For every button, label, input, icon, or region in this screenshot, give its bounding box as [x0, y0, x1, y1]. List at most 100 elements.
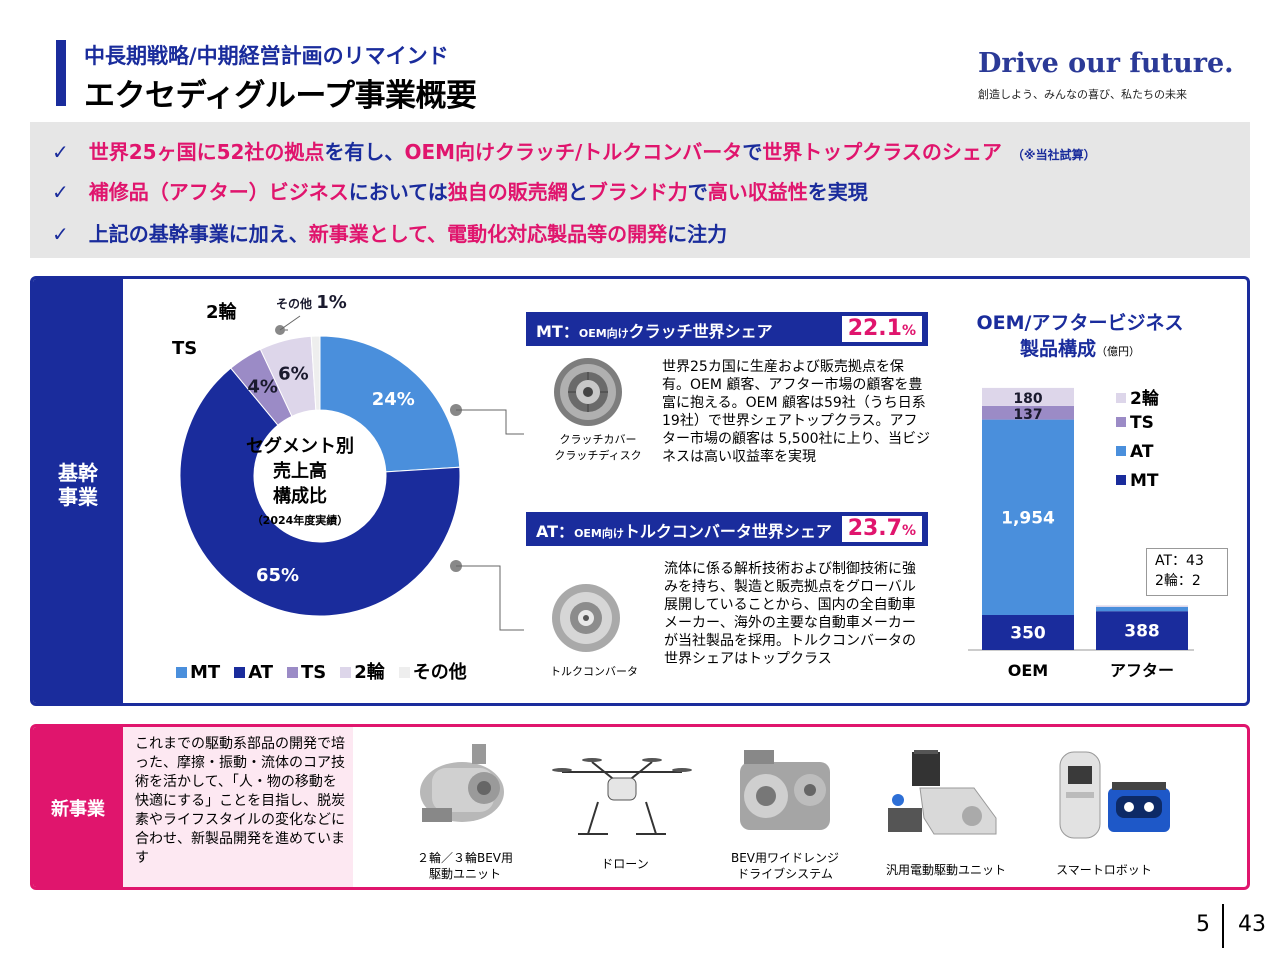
highlight-segment: 世界25ヶ国に52社の拠点	[88, 140, 325, 164]
mt-banner-label: MT：OEM向けクラッチ世界シェア	[536, 318, 773, 342]
donut-legend-item: TS	[287, 662, 326, 683]
legend-label: 2輪	[1130, 389, 1159, 409]
highlight-segment: 補修品（アフター）ビジネス	[88, 180, 349, 204]
check-icon: ✓	[52, 140, 69, 164]
highlight-text-1: 世界25ヶ国に52社の拠点を有し、OEM向けクラッチ/トルクコンバータで世界トッ…	[89, 140, 1002, 164]
bar-segment-AT	[1096, 606, 1188, 612]
page-total: 43	[1238, 912, 1266, 937]
highlight-segment: 高い収益性	[707, 180, 808, 204]
smart-robot-image	[1059, 751, 1170, 839]
page-divider	[1222, 904, 1224, 948]
torque-converter-caption: トルクコンバータ	[550, 665, 638, 678]
page-subtitle: 中長期戦略/中期経営計画のリマインド	[84, 44, 449, 68]
newbiz-item-3-line2: ドライブシステム	[737, 867, 833, 881]
bar-value-label: 388	[1124, 622, 1160, 642]
highlights-box: ✓ 世界25ヶ国に52社の拠点を有し、OEM向けクラッチ/トルクコンバータで世界ト…	[30, 122, 1250, 258]
title-accent-bar	[56, 40, 66, 106]
legend-label: MT	[1130, 471, 1159, 491]
at-banner-prefix: AT：	[536, 522, 575, 541]
legend-label: MT	[190, 662, 221, 683]
bar-legend-item: MT	[1116, 471, 1159, 491]
highlight-segment: 上記の基幹事業に加え、	[88, 222, 309, 246]
bar-segment-2輪	[1096, 605, 1188, 607]
mt-banner-main: クラッチ世界シェア	[628, 322, 773, 341]
check-icon: ✓	[52, 180, 69, 204]
mt-banner-prefix: MT：	[536, 322, 579, 341]
donut-label-3: 6%	[278, 363, 309, 384]
legend-swatch	[176, 667, 187, 678]
outer-label-other: その他 1%	[276, 292, 347, 313]
donut-label-0: 24%	[372, 389, 415, 410]
bar-value-label: 180	[1013, 391, 1042, 407]
donut-slice-0	[319, 335, 461, 473]
at-share-value: 23.7%	[841, 516, 922, 542]
legend-swatch	[287, 667, 299, 678]
highlight-line-1: ✓ 世界25ヶ国に52社の拠点を有し、OEM向けクラッチ/トルクコンバータで世界ト…	[52, 136, 1096, 165]
newbiz-label: 新事業	[51, 799, 105, 820]
newbiz-item-3-caption: BEV用ワイドレンジ ドライブシステム	[720, 850, 850, 882]
donut-leader-lines	[275, 315, 524, 631]
highlight-text-3: 上記の基幹事業に加え、新事業として、電動化対応製品等の開発に注力	[89, 222, 727, 246]
highlight-line-3: ✓ 上記の基幹事業に加え、新事業として、電動化対応製品等の開発に注力	[52, 218, 727, 247]
bev-wide-range-drive-image	[740, 750, 830, 830]
torque-converter-image	[552, 584, 620, 652]
highlight-segment: 世界トップクラスのシェア	[762, 140, 1002, 164]
legend-swatch	[1116, 417, 1126, 427]
legend-swatch	[1116, 393, 1126, 403]
newbiz-label-panel	[33, 727, 123, 887]
bar-chart-unit: （億円）	[1096, 345, 1140, 358]
page-number: 5	[1196, 912, 1210, 937]
core-label: 基幹 事業	[33, 461, 123, 509]
mt-share-number: 22.1	[847, 316, 902, 341]
bar-legend-item: AT	[1116, 442, 1153, 462]
bar-value-label: 137	[1013, 407, 1042, 423]
at-share-unit: %	[901, 523, 916, 539]
newbiz-item-5-caption: スマートロボット	[1056, 863, 1152, 877]
highlight-segment: ブランド力	[587, 180, 688, 204]
bar-value-label: 1,954	[1001, 508, 1055, 528]
donut-slice-1	[179, 367, 461, 617]
highlight-segment: を有し、	[324, 140, 405, 164]
donut-legend-item: MT	[176, 662, 220, 683]
highlight-text-2: 補修品（アフター）ビジネスにおいては独自の販売網とブランド力で高い収益性を実現	[89, 180, 868, 204]
donut-center-subtitle: （2024年度実績）	[251, 514, 349, 527]
donut-legend-item: その他	[398, 662, 467, 683]
outer-label-other-name: その他	[276, 297, 313, 311]
newbiz-item-3-line1: BEV用ワイドレンジ	[730, 851, 840, 865]
segment-donut-chart: 24% 65% 4%6%	[179, 335, 461, 617]
highlight-segment: と	[567, 180, 588, 204]
highlight-segment: OEM向けクラッチ/トルクコンバータ	[404, 140, 743, 164]
legend-swatch	[1116, 446, 1126, 456]
after-note-line1: AT：43	[1155, 553, 1204, 569]
highlight-segment: においては	[348, 180, 448, 204]
clutch-image	[554, 358, 622, 426]
outer-label-other-value: 1%	[316, 292, 347, 313]
outer-label-ts: TS	[172, 338, 198, 359]
at-banner-main: トルクコンバータ世界シェア	[623, 522, 832, 541]
bar-category-label: アフター	[1110, 661, 1174, 680]
donut-legend-item: 2輪	[340, 662, 385, 683]
donut-label-2: 4%	[247, 377, 278, 398]
check-icon: ✓	[52, 222, 69, 246]
donut-slice-4	[310, 335, 321, 411]
bar-segment-MT	[982, 615, 1074, 650]
highlight-segment: を実現	[807, 180, 868, 204]
after-breakdown-note: AT：43 2輪：2	[1146, 548, 1228, 596]
clutch-caption-line1: クラッチカバー	[559, 433, 637, 446]
legend-label: 2輪	[354, 662, 385, 683]
legend-label: AT	[248, 662, 274, 683]
bar-legend-item: TS	[1116, 413, 1154, 433]
legend-label: その他	[412, 662, 467, 683]
at-share-number: 23.7	[847, 516, 902, 541]
legend-swatch	[234, 667, 246, 678]
after-note-line2: 2輪：2	[1155, 573, 1201, 589]
highlight-segment: で	[687, 180, 708, 204]
legend-swatch	[398, 667, 410, 678]
clutch-caption-line2: クラッチディスク	[554, 449, 642, 462]
mt-description: 世界25カ国に生産および販売拠点を保有。OEM 顧客、アフター市場の顧客を豊富に…	[662, 359, 930, 465]
bar-value-label: 350	[1010, 624, 1046, 644]
mt-share-banner: MT：OEM向けクラッチ世界シェア 22.1%	[526, 312, 928, 346]
newbiz-item-2-caption: ドローン	[601, 857, 649, 871]
at-banner-label: AT：OEM向けトルクコンバータ世界シェア	[536, 518, 832, 542]
